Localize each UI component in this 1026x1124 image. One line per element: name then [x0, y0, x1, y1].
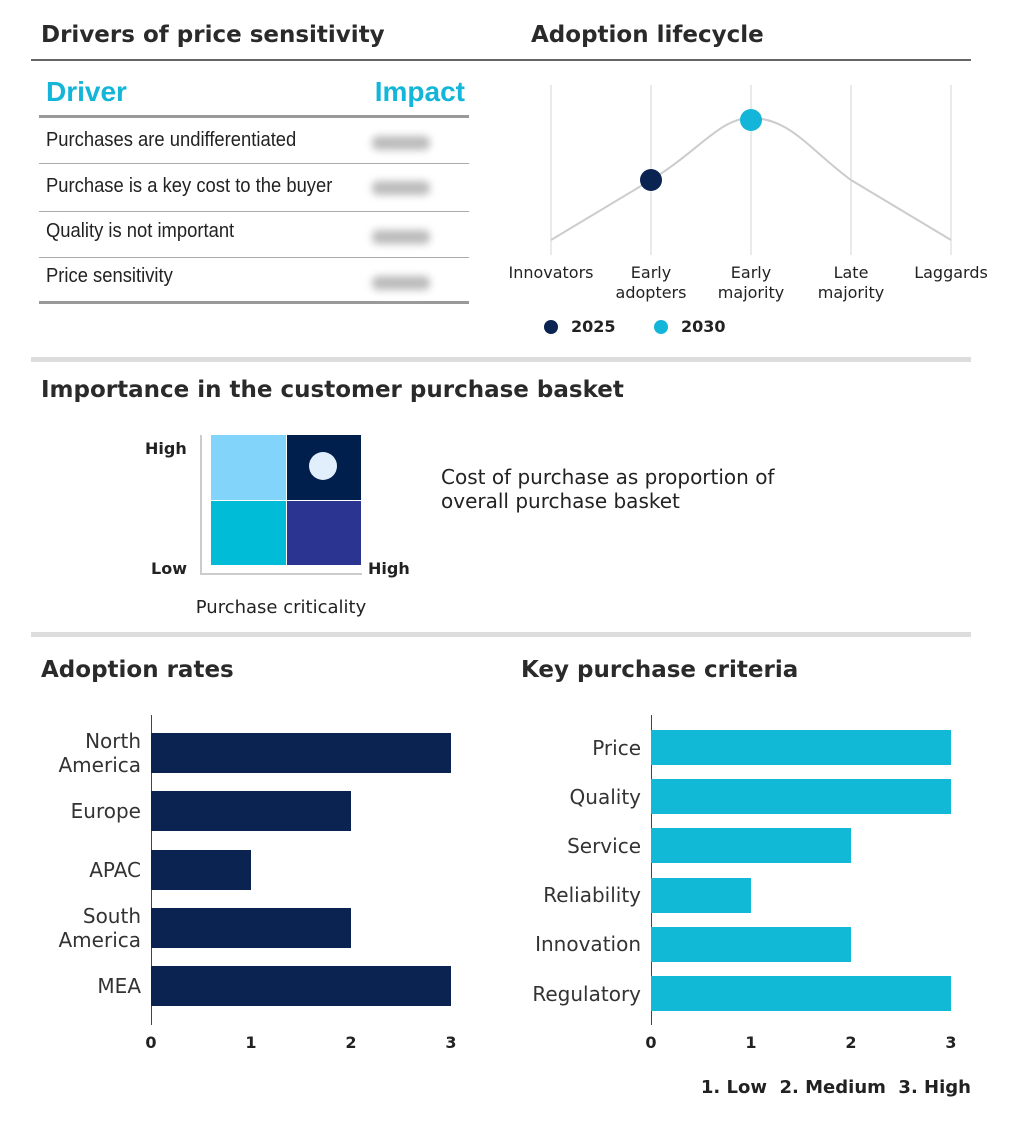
scale-legend: 1. Low 2. Medium 3. High: [700, 1077, 971, 1098]
matrix-y-axis: [200, 435, 202, 575]
matrix-cell-top-left: [211, 435, 286, 500]
driver-header: Driver: [46, 76, 127, 107]
tick-label: 0: [645, 1033, 657, 1052]
matrix-cell-bottom-right: [287, 501, 361, 565]
tick-label: 3: [945, 1033, 957, 1052]
basket-title: Importance in the customer purchase bask…: [41, 377, 624, 403]
category-label: Europe: [70, 799, 141, 824]
category-label: Quality: [569, 784, 641, 809]
impact-header: Impact: [374, 76, 465, 107]
y-axis: [651, 715, 652, 1025]
section-divider: [31, 357, 971, 362]
legend-2030: 2030: [681, 317, 726, 336]
bar-service: [651, 828, 851, 864]
tick-label: 1: [745, 1033, 757, 1052]
category-label: Reliability: [543, 883, 641, 908]
table-row: Quality is not important: [46, 220, 235, 242]
lifecycle-title: Adoption lifecycle: [531, 22, 764, 48]
category-label: Service: [567, 833, 641, 858]
bar-north-america: [151, 733, 451, 773]
matrix-cell-bottom-left: [211, 501, 286, 565]
adoption-rates-title: Adoption rates: [41, 657, 234, 683]
y-low-label: Low: [151, 559, 187, 578]
bar-innovation: [651, 926, 851, 962]
table-divider: [39, 301, 469, 304]
stage-label-2: adopters: [615, 283, 687, 302]
tick-label: 2: [345, 1033, 357, 1052]
tick-label: 1: [245, 1033, 257, 1052]
impact-value-blurred: [372, 276, 430, 290]
impact-value-blurred: [372, 136, 430, 150]
kpc-title: Key purchase criteria: [521, 657, 799, 683]
drivers-title: Drivers of price sensitivity: [41, 22, 385, 48]
legend-2025: 2025: [571, 317, 616, 336]
category-label: Regulatory: [532, 981, 641, 1006]
category-label: APAC: [89, 857, 141, 882]
legend-dot-2030: [654, 320, 668, 334]
marker-2025: [640, 169, 662, 191]
bar-apac: [151, 849, 251, 890]
y-axis-description: Cost of purchase as proportion of overal…: [441, 465, 775, 513]
stage-label-2: majority: [817, 283, 885, 302]
y-high-label: High: [145, 439, 187, 458]
table-divider: [39, 211, 469, 212]
impact-value-blurred: [372, 181, 430, 195]
matrix-x-axis: [200, 573, 362, 575]
header-divider: [31, 59, 971, 61]
tick-label: 0: [145, 1033, 157, 1052]
x-axis-description: Purchase criticality: [195, 597, 367, 618]
stage-label: Early: [730, 263, 772, 282]
bar-price: [651, 730, 951, 765]
category-label: South America: [58, 903, 142, 952]
impact-value-blurred: [372, 230, 430, 244]
table-divider: [39, 115, 469, 118]
bar-mea: [151, 966, 451, 1007]
tick-label: 3: [445, 1033, 457, 1052]
tick-label: 2: [845, 1033, 857, 1052]
bar-europe: [151, 791, 351, 832]
section-divider: [31, 632, 971, 637]
stage-label: Laggards: [914, 263, 988, 282]
legend-dot-2025: [544, 320, 558, 334]
stage-label: Innovators: [508, 263, 594, 282]
category-label: North America: [58, 729, 142, 777]
category-label: Innovation: [535, 932, 641, 957]
stage-label: Late: [833, 263, 869, 282]
table-row: Purchases are undifferentiated: [46, 129, 297, 151]
position-marker: [309, 452, 337, 480]
stage-label-2: majority: [717, 283, 785, 302]
category-label: MEA: [97, 974, 141, 999]
category-label: Price: [592, 735, 641, 760]
table-row: Price sensitivity: [46, 265, 173, 287]
bar-regulatory: [651, 976, 951, 1011]
stage-label: Early: [630, 263, 672, 282]
bar-quality: [651, 779, 951, 815]
table-row: Purchase is a key cost to the buyer: [46, 175, 333, 197]
bar-south-america: [151, 907, 351, 948]
x-high-label: High: [368, 559, 410, 578]
marker-2030: [740, 109, 762, 131]
table-divider: [39, 163, 469, 164]
table-divider: [39, 257, 469, 258]
bar-reliability: [651, 877, 751, 913]
